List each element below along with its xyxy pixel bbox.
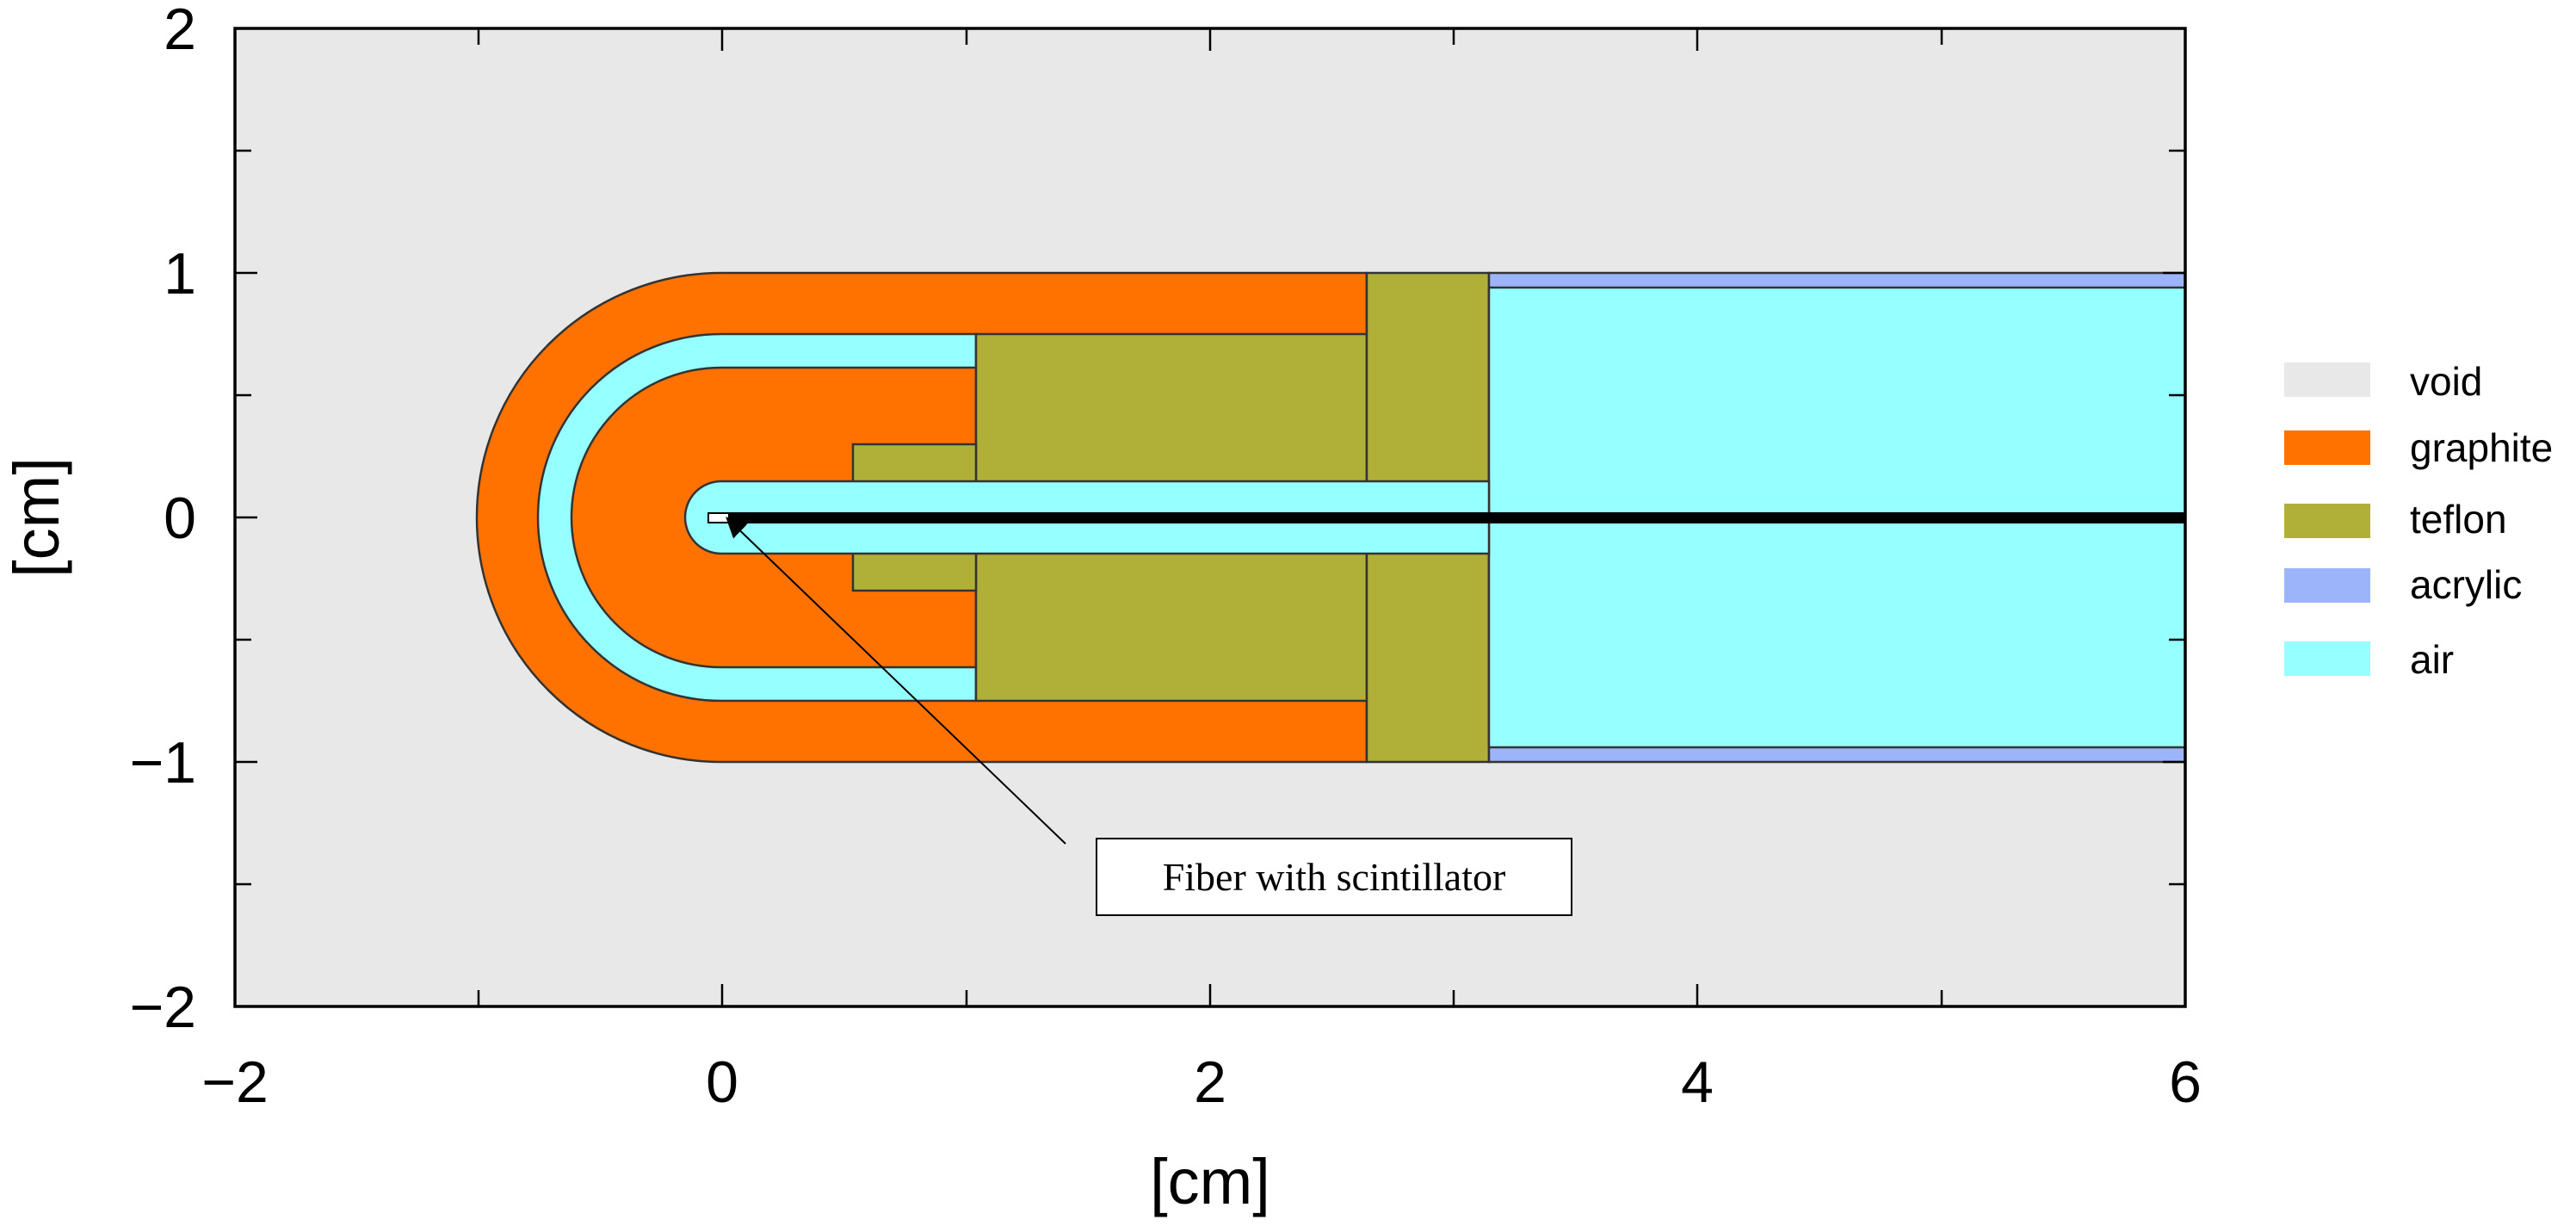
axis-ticks: [233, 27, 2187, 1008]
legend-swatch-air: [2284, 641, 2370, 676]
y-tick-label: 0: [164, 486, 196, 551]
fiber: [721, 512, 2185, 523]
x-tick-label: 2: [1194, 1050, 1226, 1115]
geometry-regions: [475, 271, 2185, 764]
callout-box: [1096, 838, 1572, 916]
legend-swatch-acrylic: [2284, 568, 2370, 603]
y-axis-title: [cm]: [1, 457, 72, 578]
x-tick-label: 4: [1681, 1050, 1714, 1115]
x-axis-title: [cm]: [1150, 1146, 1270, 1217]
y-tick-label: 1: [164, 241, 196, 306]
y-tick-label: 2: [164, 0, 196, 62]
x-tick-label: −2: [201, 1050, 269, 1115]
legend-label-teflon: teflon: [2410, 497, 2507, 542]
x-tick-label: 6: [2169, 1050, 2202, 1115]
legend-label-graphite: graphite: [2410, 425, 2553, 470]
x-tick-label: 0: [706, 1050, 738, 1115]
callout-label: Fiber with scintillator: [1163, 855, 1506, 899]
legend-swatch-void: [2284, 362, 2370, 397]
scintillator-element: [707, 512, 730, 523]
legend-label-void: void: [2410, 359, 2482, 404]
legend-label-air: air: [2410, 637, 2454, 682]
legend-swatch-graphite: [2284, 430, 2370, 465]
callout-arrow: [726, 517, 1066, 845]
legend: void graphite teflon acrylic air: [2284, 359, 2553, 682]
legend-swatch-teflon: [2284, 504, 2370, 538]
legend-label-acrylic: acrylic: [2410, 562, 2522, 607]
y-tick-label: −1: [129, 730, 196, 796]
y-tick-label: −2: [129, 975, 196, 1040]
